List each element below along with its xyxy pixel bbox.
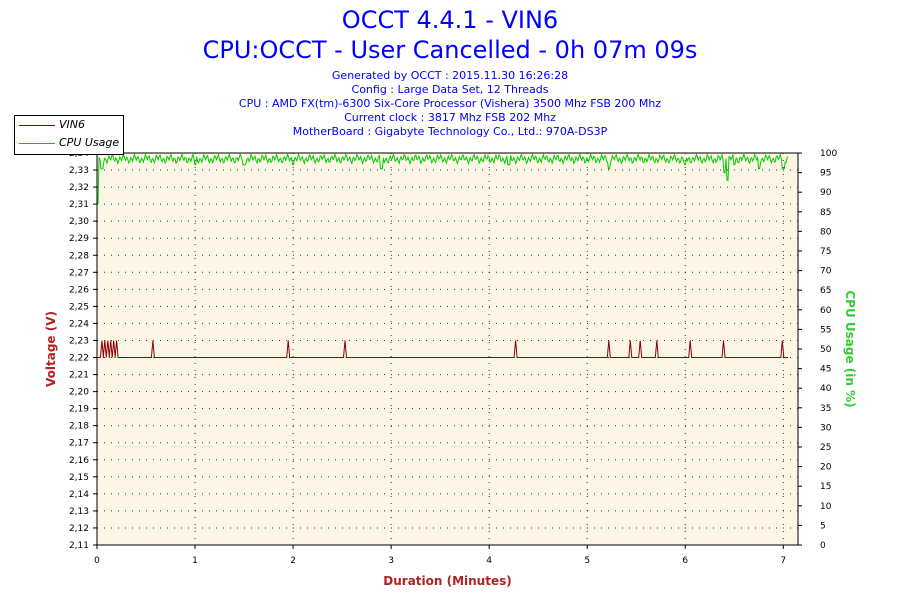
- y-right-tick-label: 45: [820, 365, 831, 375]
- x-tick-label: 6: [682, 556, 688, 566]
- x-axis-title: Duration (Minutes): [383, 574, 511, 588]
- legend-label-cpu-usage: CPU Usage: [59, 136, 120, 149]
- y-left-tick-label: 2,27: [69, 268, 89, 278]
- y-left-tick-label: 2,15: [69, 473, 89, 483]
- info-line-motherboard: MotherBoard : Gigabyte Technology Co., L…: [292, 125, 608, 138]
- y-left-tick-label: 2,30: [69, 217, 89, 227]
- y-right-tick-label: 20: [820, 463, 832, 473]
- x-tick-label: 0: [94, 556, 100, 566]
- y-left-tick-label: 2,22: [69, 354, 89, 364]
- y-left-tick-label: 2,20: [69, 388, 89, 398]
- y-right-tick-label: 70: [820, 267, 832, 277]
- y-right-axis-title: CPU Usage (in %): [843, 290, 857, 407]
- y-right-tick-label: 95: [820, 169, 831, 179]
- y-left-tick-label: 2,26: [69, 285, 89, 295]
- y-left-tick-label: 2,24: [69, 319, 89, 329]
- y-left-tick-label: 2,29: [69, 234, 89, 244]
- y-right-tick-label: 15: [820, 482, 831, 492]
- x-tick-label: 5: [584, 556, 590, 566]
- y-left-tick-label: 2,21: [69, 371, 89, 381]
- y-left-tick-label: 2,18: [69, 422, 89, 432]
- y-left-tick-label: 2,32: [69, 183, 89, 193]
- y-left-tick-label: 2,23: [69, 336, 89, 346]
- y-right-tick-label: 0: [820, 541, 826, 551]
- plot-border: [96, 152, 799, 546]
- chart-subtitle: CPU:OCCT - User Cancelled - 0h 07m 09s: [202, 36, 698, 64]
- y-right-tick-label: 5: [820, 521, 826, 531]
- info-line-clock: Current clock : 3817 Mhz FSB 202 Mhz: [344, 111, 556, 124]
- chart-title: OCCT 4.4.1 - VIN6: [341, 6, 559, 34]
- y-left-tick-label: 2,28: [69, 251, 89, 261]
- y-left-tick-label: 2,25: [69, 302, 89, 312]
- info-line-config: Config : Large Data Set, 12 Threads: [351, 83, 549, 96]
- info-line-cpu: CPU : AMD FX(tm)-6300 Six-Core Processor…: [238, 97, 662, 110]
- y-right-tick-label: 25: [820, 443, 831, 453]
- legend-item-vin6: VIN6: [15, 117, 123, 133]
- x-tick-label: 1: [192, 556, 198, 566]
- y-right-tick-label: 65: [820, 286, 831, 296]
- y-right-tick-label: 50: [820, 345, 832, 355]
- x-tick-label: 3: [388, 556, 394, 566]
- y-right-tick-label: 75: [820, 247, 831, 257]
- y-right-tick-label: 60: [820, 306, 832, 316]
- y-left-tick-label: 2,14: [69, 490, 89, 500]
- y-left-tick-label: 2,33: [69, 166, 89, 176]
- y-right-tick-label: 35: [820, 404, 831, 414]
- legend-swatch-cpu-usage: [19, 143, 55, 144]
- y-left-tick-label: 2,31: [69, 200, 89, 210]
- x-tick-label: 7: [780, 556, 786, 566]
- y-right-tick-label: 85: [820, 208, 831, 218]
- y-right-tick-label: 10: [820, 502, 832, 512]
- legend-label-vin6: VIN6: [59, 118, 85, 131]
- y-left-tick-label: 2,16: [69, 456, 89, 466]
- legend: VIN6 CPU Usage: [14, 115, 124, 155]
- y-right-tick-label: 30: [820, 423, 832, 433]
- plot-background: [97, 153, 798, 545]
- y-left-axis-title: Voltage (V): [44, 311, 58, 387]
- series-cpu-usage-line: [97, 152, 789, 205]
- y-right-tick-label: 55: [820, 325, 831, 335]
- y-right-tick-label: 80: [820, 227, 832, 237]
- y-right-tick-label: 40: [820, 384, 832, 394]
- info-line-generated: Generated by OCCT : 2015.11.30 16:26:28: [331, 69, 569, 82]
- x-tick-label: 4: [486, 556, 492, 566]
- y-left-tick-label: 2,13: [69, 507, 89, 517]
- y-right-tick-label: 90: [820, 188, 832, 198]
- series-vin6-line: [97, 340, 789, 358]
- y-left-tick-label: 2,11: [69, 541, 89, 551]
- legend-swatch-vin6: [19, 125, 55, 126]
- y-left-tick-label: 2,17: [69, 439, 89, 449]
- y-right-tick-label: 100: [820, 149, 837, 159]
- legend-item-cpu-usage: CPU Usage: [15, 135, 123, 151]
- y-left-tick-label: 2,19: [69, 405, 89, 415]
- x-tick-label: 2: [290, 556, 296, 566]
- y-left-tick-label: 2,12: [69, 524, 89, 534]
